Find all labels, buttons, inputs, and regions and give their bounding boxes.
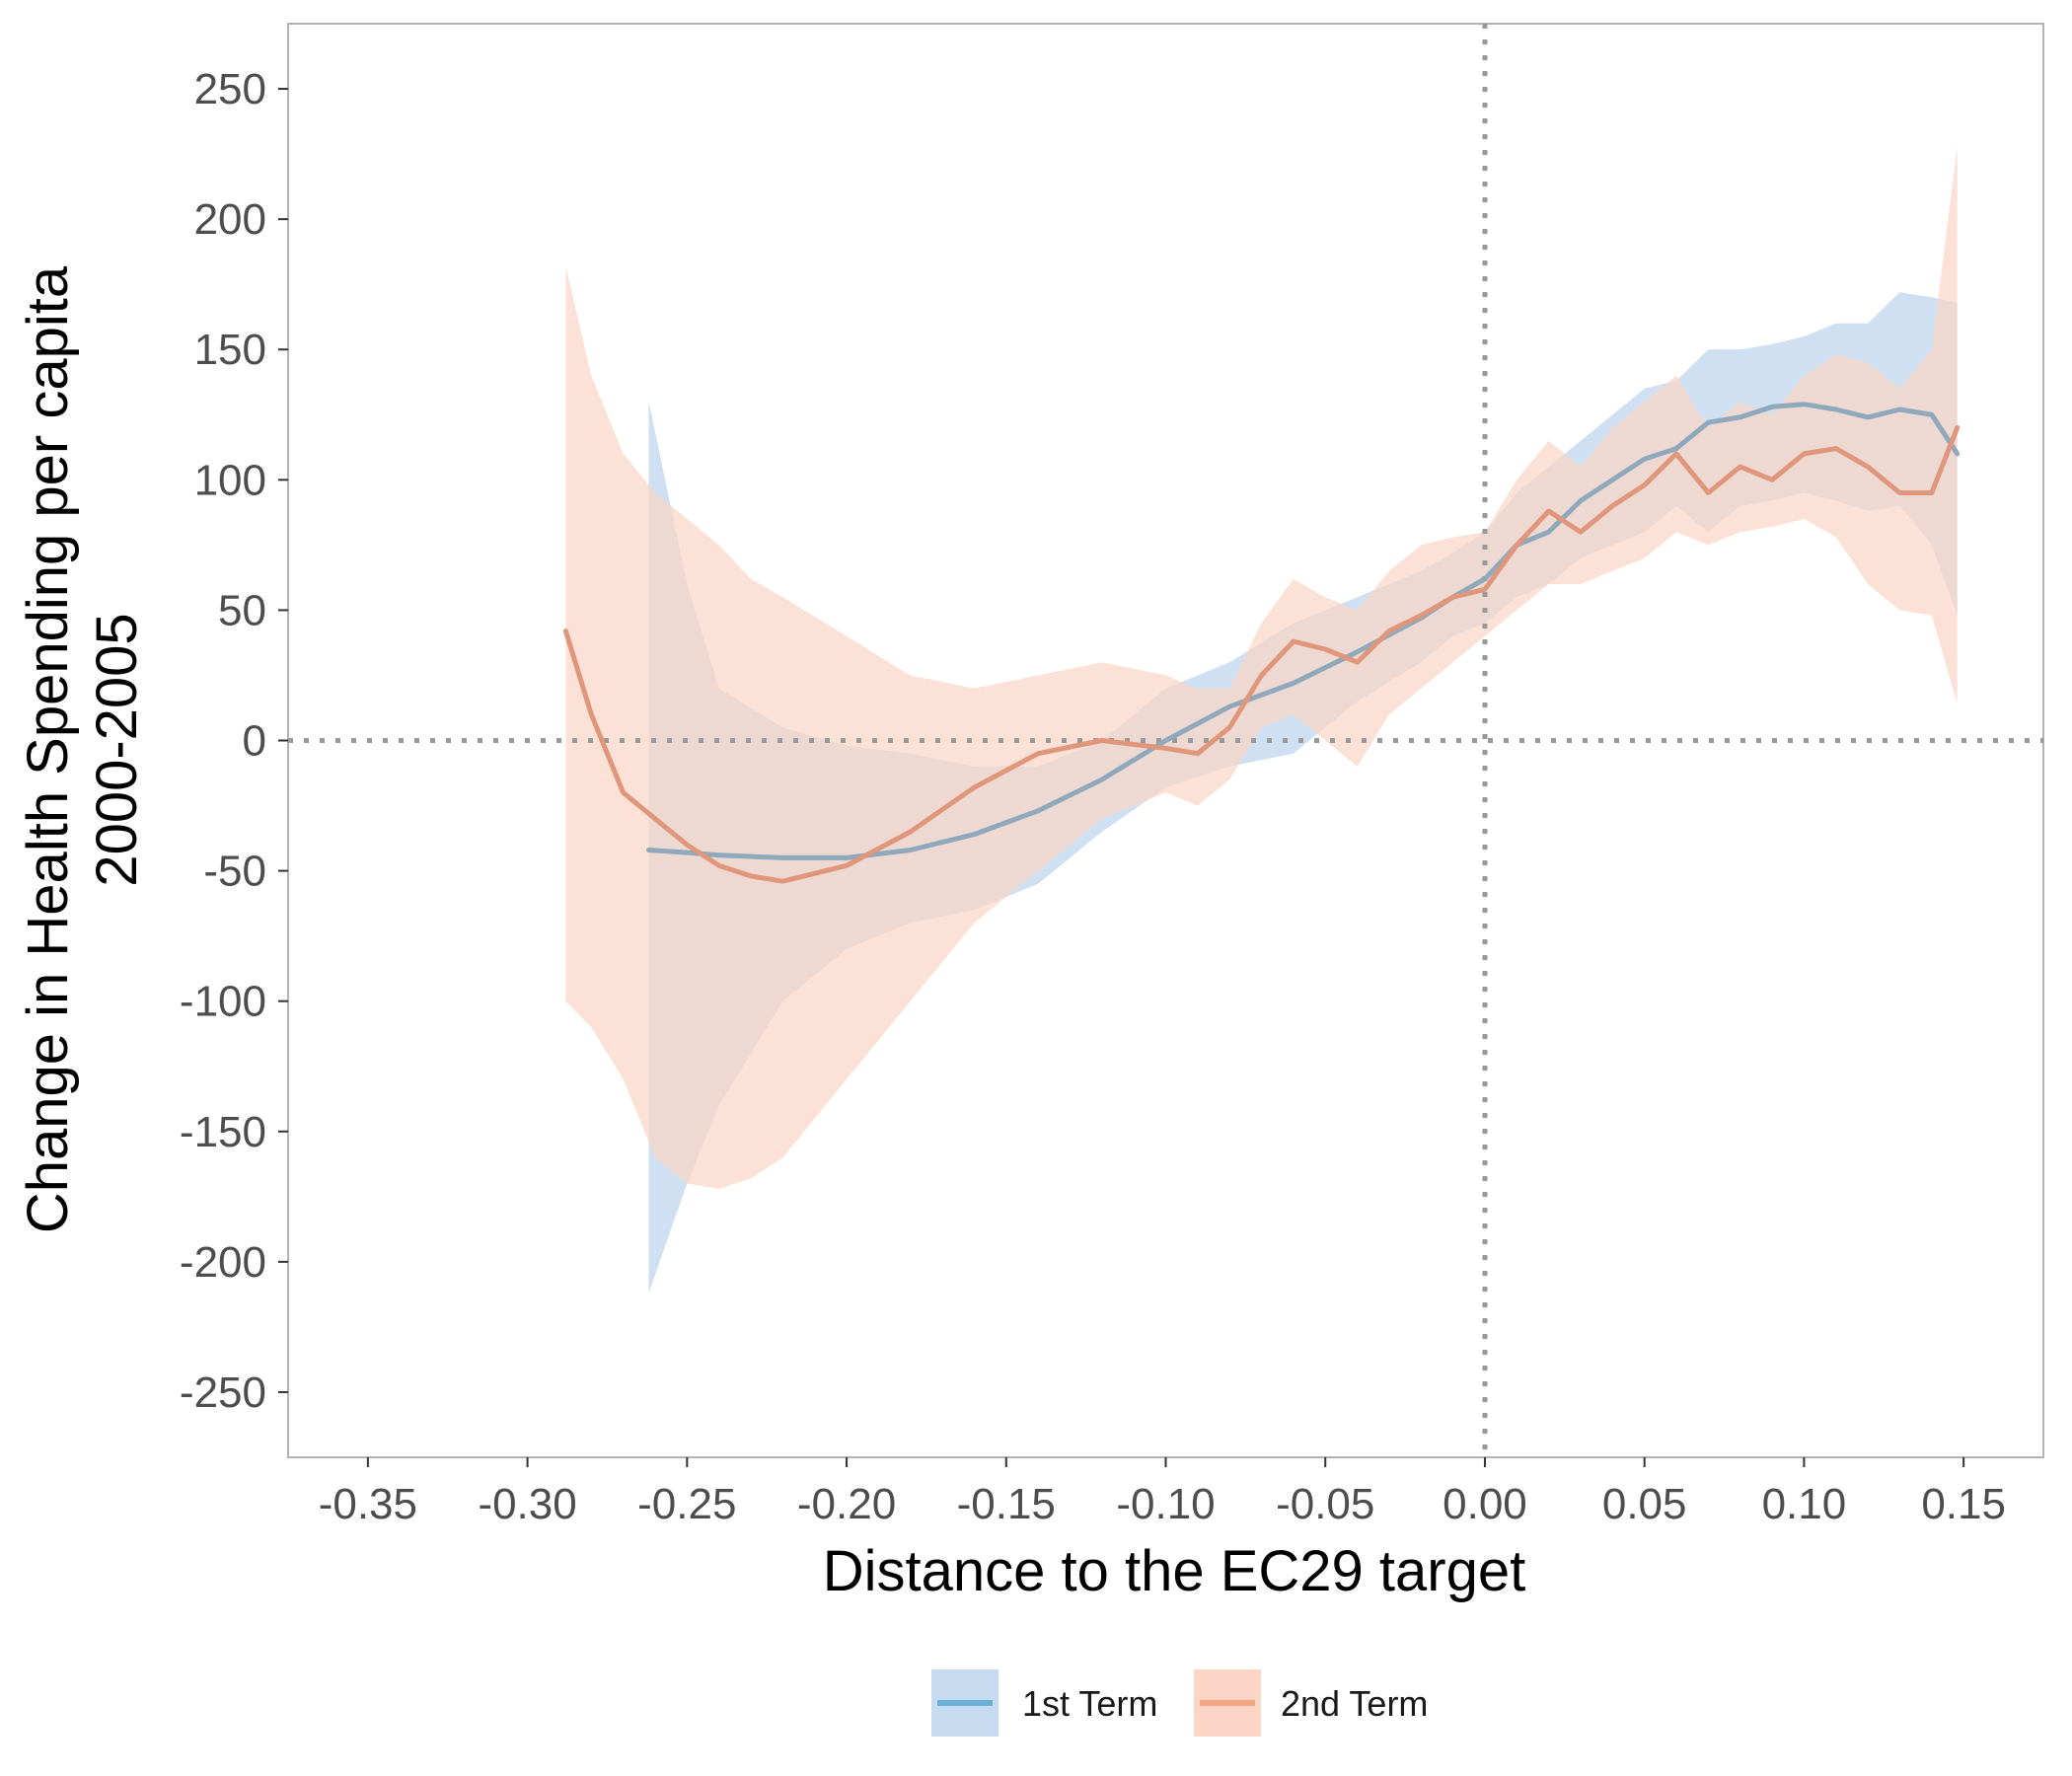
y-tick-label: 50 [218, 586, 266, 634]
x-tick-label: -0.15 [957, 1480, 1056, 1528]
x-tick-label: -0.20 [797, 1480, 896, 1528]
y-tick-label: 150 [194, 326, 266, 374]
x-axis-title: Distance to the EC29 target [823, 1539, 1526, 1603]
y-tick-label: -200 [180, 1238, 266, 1287]
y-tick-label: 200 [194, 195, 266, 244]
x-tick-label: 0.00 [1443, 1480, 1527, 1528]
y-tick-label: 250 [194, 65, 266, 113]
x-tick-label: -0.10 [1116, 1480, 1215, 1528]
x-tick-label: -0.30 [478, 1480, 576, 1528]
legend: 1st Term 2nd Term [931, 1669, 1428, 1737]
legend-item-2: 2nd Term [1194, 1669, 1428, 1737]
x-tick-label: -0.25 [637, 1480, 736, 1528]
y-axis-title-line-1: Change in Health Spending per capita [16, 265, 80, 1233]
legend-item-1: 1st Term [931, 1669, 1157, 1737]
y-tick-label: -150 [180, 1108, 266, 1156]
y-tick-label: -100 [180, 978, 266, 1026]
x-tick-label: -0.05 [1276, 1480, 1374, 1528]
y-axis-title-line-2: 2000-2005 [85, 613, 149, 886]
series-line-2 [562, 425, 1961, 884]
legend-label: 1st Term [1022, 1683, 1157, 1724]
legend-label: 2nd Term [1281, 1683, 1428, 1724]
plot-area [287, 23, 2044, 1458]
y-tick-label: -50 [203, 848, 266, 896]
x-tick-label: 0.05 [1602, 1480, 1687, 1528]
y-tick-label: 0 [243, 717, 266, 766]
y-axis-title: Change in Health Spending per capita 200… [16, 265, 149, 1233]
x-axis: -0.35 -0.30 -0.25 -0.20 -0.15 -0.10 -0.05 0.00 0… [319, 1457, 2006, 1528]
confidence-band-2 [565, 146, 1958, 1189]
y-tick-label: 100 [194, 456, 266, 504]
y-tick-label: -250 [180, 1369, 266, 1417]
x-tick-label: 0.15 [1921, 1480, 2006, 1528]
y-axis: -250 -200 -150 -100 -50 0 50 100 150 200 250 [180, 65, 288, 1417]
x-tick-label: 0.10 [1762, 1480, 1847, 1528]
x-tick-label: -0.35 [319, 1480, 417, 1528]
series-line-1 [646, 402, 1961, 860]
